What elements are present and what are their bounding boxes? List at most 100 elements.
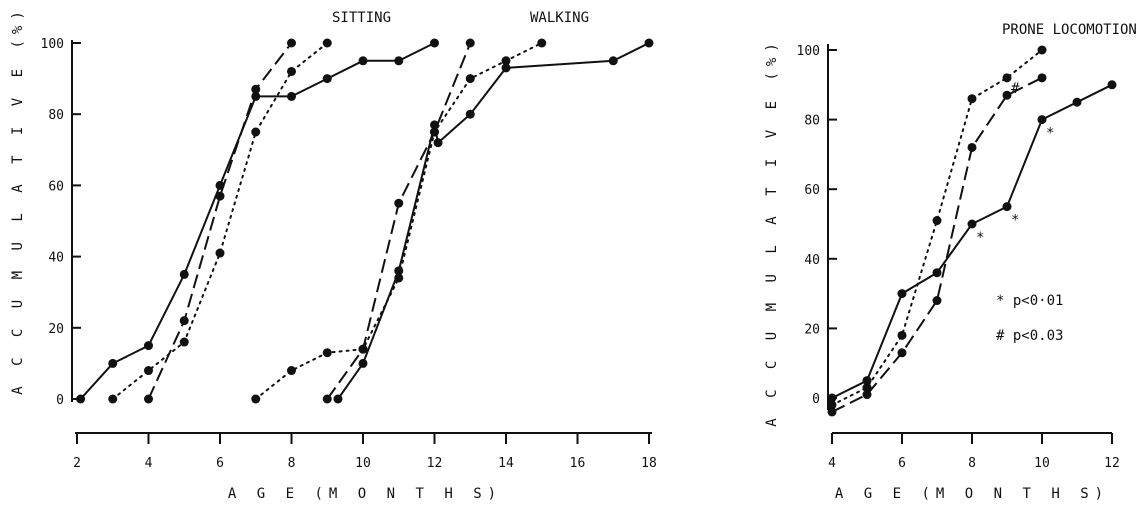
left-x-ticks: 2 4 6 8 10 12 14 16 18 [73, 433, 657, 471]
left-series-0-point [394, 56, 404, 66]
right-y-ticks: 0 20 40 60 80 100 [797, 44, 837, 407]
right-series-0-point [897, 289, 907, 299]
left-series [76, 38, 654, 404]
left-series-1-point [287, 38, 296, 48]
left-x-tick-label: 8 [288, 456, 296, 471]
left-series-5-point [537, 38, 547, 48]
left-series-1-point [251, 84, 261, 94]
significance-marker: * [1011, 213, 1019, 229]
left-series-2-point [144, 366, 153, 376]
right-y-axis-label: A C C U M U L A T I V E (%) [764, 37, 780, 427]
left-y-ticks: 0 20 40 60 80 100 [41, 37, 81, 408]
left-series-3-point [358, 358, 368, 368]
left-y-tick-label: 20 [48, 322, 64, 337]
right-y-tick-label: 40 [804, 253, 820, 268]
sitting-title: SITTING [332, 10, 391, 26]
left-y-tick-label: 60 [48, 179, 64, 194]
right-panel: 0 20 40 60 80 100 4 6 8 10 12 PRONE LOCOMOTION A … [764, 22, 1137, 502]
left-series-5-point [322, 348, 332, 358]
right-y-tick-label: 100 [797, 44, 820, 59]
significance-marker: * [1046, 126, 1054, 142]
right-x-axis-label: A G E (M O N T H S) [835, 486, 1109, 502]
right-series-0-solid-line [831, 83, 1113, 399]
left-y-tick-label: 80 [48, 108, 64, 123]
right-series-0-point [827, 393, 837, 403]
left-x-tick-label: 18 [641, 456, 657, 471]
right-series-1-point [1037, 73, 1047, 83]
left-series-5-point [501, 56, 511, 66]
left-series-3-point [608, 56, 618, 66]
right-series-0-point [1037, 115, 1047, 125]
right-series-2-point [862, 383, 872, 393]
right-series-2-point [1037, 45, 1047, 55]
right-series-2-point [932, 216, 942, 226]
left-series-0-point [322, 74, 332, 84]
left-series-4-point [465, 38, 475, 48]
legend-p003: # p<0.03 [996, 328, 1063, 344]
left-series-1-dashed-line [147, 42, 293, 400]
right-series-0-point [1002, 202, 1012, 212]
right-series-1-point [862, 390, 872, 400]
left-x-tick-label: 14 [498, 456, 514, 471]
left-x-tick-label: 4 [145, 456, 153, 471]
left-series-2-point [322, 38, 332, 48]
left-series-2-point [251, 127, 261, 137]
left-series-3-point [644, 38, 654, 48]
left-series-1-point [179, 316, 189, 326]
left-series-3-point [465, 109, 475, 119]
left-series-4-point [322, 394, 332, 404]
right-series-2-point [1002, 73, 1012, 83]
right-series-1-point [827, 407, 837, 417]
left-series-0-point [108, 358, 118, 368]
right-series [827, 45, 1117, 417]
left-y-tick-label: 40 [48, 251, 64, 266]
left-series-5-point [394, 273, 404, 283]
left-series-2-point [179, 337, 189, 347]
left-x-tick-label: 16 [570, 456, 586, 471]
left-series-0-point [358, 56, 368, 66]
left-series-3-point [501, 63, 511, 73]
left-series-3-solid-line [337, 42, 650, 400]
right-series-1-point [897, 348, 907, 358]
right-x-tick-label: 12 [1104, 456, 1120, 471]
left-series-0-point [287, 91, 296, 101]
left-series-2-point [287, 66, 296, 76]
right-x-tick-label: 10 [1034, 456, 1050, 471]
right-x-tick-label: 8 [968, 456, 976, 471]
prone-locomotion-title: PRONE LOCOMOTION [1002, 22, 1137, 38]
left-series-4-point [394, 198, 404, 208]
left-series-3-point [333, 394, 343, 404]
left-series-5-point [465, 74, 475, 84]
left-series-5-point [430, 127, 439, 137]
left-x-tick-label: 2 [73, 456, 81, 471]
right-series-2-point [827, 400, 837, 410]
left-series-2-point [215, 248, 225, 258]
right-y-tick-label: 60 [804, 183, 820, 198]
left-series-0-point [144, 341, 153, 351]
significance-marker: * [976, 230, 984, 246]
left-x-tick-label: 12 [427, 456, 443, 471]
left-panel: 0 20 40 60 80 100 2 4 6 8 10 12 14 16 18 SITTING WALK… [10, 5, 657, 502]
left-x-tick-label: 6 [216, 456, 224, 471]
left-series-1-point [215, 191, 225, 201]
right-series-1-point [1002, 90, 1012, 100]
left-x-tick-label: 10 [355, 456, 371, 471]
left-series-5-point [251, 394, 261, 404]
left-series-1-point [144, 394, 153, 404]
right-series-0-point [932, 268, 942, 278]
significance-marker: # [1011, 81, 1020, 97]
left-x-axis-label: A G E (M O N T H S) [228, 486, 502, 502]
left-y-tick-label: 0 [56, 393, 64, 408]
left-series-5-dotted-line [254, 42, 543, 400]
walking-title: WALKING [530, 10, 589, 26]
significance-markers: * * * # [976, 81, 1054, 246]
right-series-1-dashed-line [831, 76, 1043, 413]
right-series-2-point [967, 94, 977, 104]
left-series-0-point [430, 38, 439, 48]
right-series-1-point [932, 296, 942, 306]
left-series-0-point [179, 269, 189, 279]
right-series-0-point [1107, 80, 1117, 90]
left-series-5-point [358, 344, 368, 354]
right-series-1-point [967, 142, 977, 152]
